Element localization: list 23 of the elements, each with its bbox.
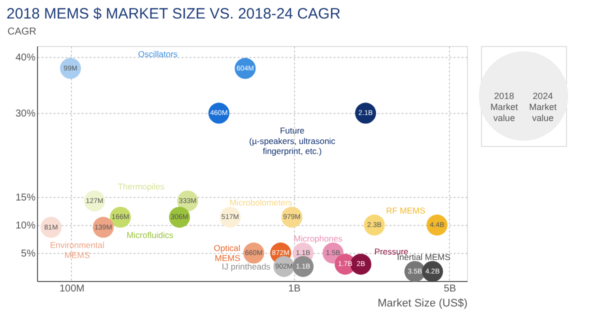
series-label: RF MEMS — [386, 205, 426, 216]
x-tick-label: 1B — [288, 284, 301, 294]
text: 2024 Market value — [529, 91, 558, 123]
series-label: Environmental MEMS — [50, 240, 104, 260]
y-tick-label: 40% — [15, 52, 36, 64]
x-tick-label: 100M — [59, 284, 84, 294]
y-axis-title: CAGR — [8, 26, 36, 38]
series-label: Microfluidics — [126, 230, 174, 240]
chart-title: 2018 MEMS $ MARKET SIZE VS. 2018-24 CAGR — [6, 6, 341, 22]
y-tick-label: 15% — [15, 192, 36, 204]
x-axis-title: Market Size (US$) — [378, 298, 468, 310]
series-label: Microphones — [294, 233, 342, 244]
y-tick-label: 30% — [15, 108, 36, 120]
y-tick-label: 10% — [15, 220, 36, 232]
series-label: Microbolometers — [230, 198, 292, 208]
text: Oscillators — [138, 48, 178, 59]
series-label: Thermopiles — [118, 181, 164, 192]
x-tick-label: 5B — [444, 284, 456, 294]
series-label: IJ printheads — [222, 261, 270, 272]
y-tick-label: 5% — [21, 248, 36, 260]
series-label: Optical MEMS — [214, 242, 241, 264]
text: 2018 Market value — [490, 91, 518, 123]
text: Future (µ-speakers, ultrasonic fingerprint, etc.) — [249, 126, 336, 156]
